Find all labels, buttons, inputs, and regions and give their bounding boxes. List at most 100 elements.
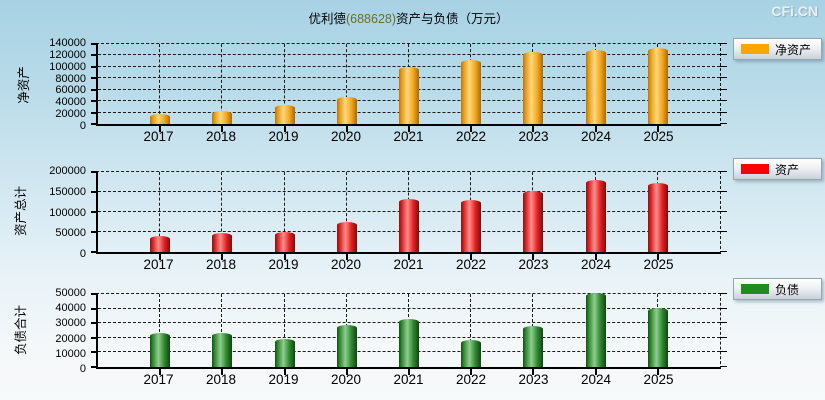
y-tick-mark: [91, 351, 98, 354]
y-tick-mark: [720, 191, 727, 192]
company-name: 优利德: [308, 12, 346, 26]
y-tick-label: 0: [79, 248, 86, 260]
y-tick-mark: [720, 322, 727, 324]
x-tick-label: 2024: [580, 372, 612, 387]
x-tick-mark: [221, 369, 224, 375]
bar-total-assets-2025: [647, 182, 668, 252]
y-tick-mark: [720, 366, 727, 367]
y-tick-mark: [720, 111, 727, 113]
y-tick-mark: [91, 307, 98, 310]
x-tick-label: 2022: [455, 372, 487, 387]
y-tick-label: 140000: [49, 37, 86, 49]
x-tick-mark: [532, 126, 535, 132]
x-tick-mark: [221, 254, 224, 260]
y-tick-mark: [91, 231, 98, 233]
x-tick-label: 2024: [580, 257, 612, 272]
x-tick-label: 2018: [205, 129, 237, 144]
x-tick-label: 2021: [393, 372, 424, 387]
y-tick-label: 20000: [55, 108, 86, 121]
x-tick-mark: [656, 126, 659, 132]
gridline-horizontal: [98, 65, 720, 67]
y-tick-label: 40000: [55, 302, 86, 315]
y-tick-mark: [91, 336, 98, 339]
y-tick-mark: [720, 43, 727, 44]
bar-net-assets-2018: [212, 111, 233, 124]
gridline-vertical: [221, 44, 223, 124]
y-tick-mark: [720, 351, 727, 353]
legend-swatch-assets: [741, 164, 769, 174]
bar-total-liabilities-2022: [461, 339, 482, 367]
y-tick-mark: [91, 100, 98, 103]
bar-net-assets-2025: [647, 47, 668, 124]
y-tick-label: 50000: [55, 227, 86, 240]
y-axis-title-liabilities: 负债合计: [14, 304, 28, 355]
bar-total-liabilities-2019: [274, 339, 295, 367]
x-tick-label: 2019: [268, 129, 299, 144]
x-tick-mark: [532, 369, 535, 375]
gridline-vertical: [221, 172, 223, 252]
bar-total-assets-2023: [523, 191, 544, 252]
bar-net-assets-2019: [274, 105, 295, 124]
liabilities-plot: [91, 293, 727, 375]
x-tick-label: 2017: [143, 257, 174, 272]
x-tick-mark: [159, 254, 162, 260]
x-tick-mark: [408, 254, 410, 260]
y-tick-label: 0: [79, 120, 86, 132]
y-tick-label: 50000: [55, 287, 86, 299]
bar-total-assets-2017: [150, 236, 171, 252]
y-axis-ticks-assets: 0 50000 100000 150000 200000: [30, 165, 90, 260]
y-tick-mark: [91, 123, 98, 125]
x-tick-label: 2018: [205, 257, 237, 272]
y-tick-mark: [720, 100, 727, 102]
gridline-vertical: [345, 172, 347, 252]
y-axis-title-net-assets: 净资产: [17, 66, 31, 104]
y-tick-mark: [720, 251, 727, 252]
x-tick-label: 2022: [455, 129, 487, 144]
bar-net-assets-2023: [523, 52, 544, 124]
x-tick-mark: [408, 369, 410, 375]
legend-label-net-assets: 净资产: [775, 42, 812, 57]
y-tick-mark: [720, 231, 727, 232]
gridline-vertical: [345, 44, 347, 124]
y-tick-label: 200000: [49, 165, 86, 177]
y-tick-mark: [91, 366, 98, 368]
x-tick-label: 2020: [330, 257, 362, 272]
x-tick-label: 2017: [143, 372, 174, 387]
y-tick-label: 100000: [49, 60, 86, 73]
bar-total-assets-2021: [399, 199, 419, 252]
cfi-cn-logo: CFi.CN: [771, 3, 818, 19]
bar-net-assets-2021: [399, 66, 419, 124]
y-tick-mark: [91, 251, 98, 253]
bar-total-assets-2020: [336, 222, 357, 252]
legend-liabilities: 负债: [733, 278, 822, 300]
legend-swatch-net-assets: [741, 44, 769, 54]
x-axis-labels-net-assets: 2017 2018 2019 2020 2021 2022 2023 2024 2025: [96, 129, 721, 145]
bar-net-assets-2020: [336, 96, 357, 124]
gridline-vertical: [159, 172, 161, 252]
y-tick-mark: [720, 307, 727, 309]
bar-net-assets-2024: [585, 49, 606, 124]
y-tick-mark: [91, 65, 98, 68]
bar-total-liabilities-2024: [585, 293, 606, 367]
y-tick-mark: [91, 293, 98, 295]
x-tick-label: 2025: [643, 257, 674, 272]
y-tick-mark: [720, 77, 727, 79]
assets-plot: [91, 171, 727, 260]
x-tick-label: 2021: [393, 129, 424, 144]
y-tick-mark: [720, 171, 727, 172]
x-tick-label: 2023: [518, 257, 549, 272]
x-tick-mark: [470, 369, 473, 375]
y-axis-ticks-liabilities: 0 10000 20000 30000 40000 50000: [30, 287, 90, 375]
x-tick-label: 2023: [518, 129, 549, 144]
gridline-vertical: [283, 44, 285, 124]
y-tick-mark: [91, 77, 98, 80]
bar-total-assets-2019: [274, 231, 295, 252]
x-tick-label: 2018: [205, 372, 237, 387]
x-tick-mark: [532, 254, 535, 260]
gridline-vertical: [221, 294, 223, 367]
y-tick-mark: [91, 54, 98, 57]
net-assets-plot: [91, 43, 727, 132]
y-tick-mark: [91, 191, 98, 193]
x-tick-mark: [159, 126, 162, 132]
